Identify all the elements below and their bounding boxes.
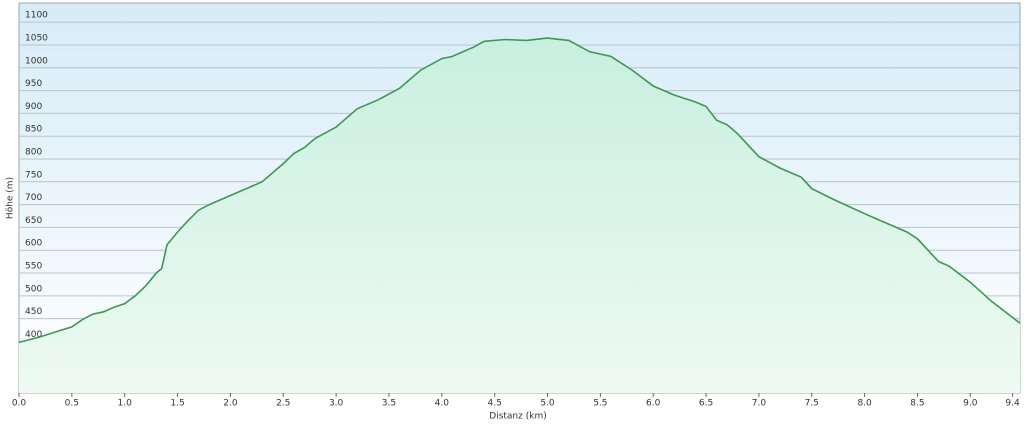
y-tick-label: 750 <box>25 170 42 180</box>
area <box>19 38 1020 393</box>
x-tick-label: 4.0 <box>435 399 450 409</box>
y-tick-label: 600 <box>25 239 42 249</box>
x-tick-label: 3.5 <box>382 399 396 409</box>
x-tick-label: 6.0 <box>646 399 661 409</box>
x-tick-label: 5.0 <box>540 399 555 409</box>
x-tick-label: 2.0 <box>223 399 238 409</box>
x-tick-label: 1.5 <box>170 399 184 409</box>
y-tick-label: 550 <box>25 262 42 272</box>
y-tick-label: 700 <box>25 193 42 203</box>
x-tick-label: 9.4 <box>1005 399 1020 409</box>
x-tick-label: 2.5 <box>276 399 290 409</box>
x-tick-label: 7.0 <box>752 399 767 409</box>
y-tick-label: 650 <box>25 216 42 226</box>
x-tick-label: 4.5 <box>487 399 501 409</box>
x-tick-label: 9.0 <box>963 399 978 409</box>
y-tick-label: 450 <box>25 307 42 317</box>
y-tick-label: 800 <box>25 148 42 158</box>
y-tick-label: 950 <box>25 79 42 89</box>
x-tick-label: 1.0 <box>118 399 133 409</box>
x-tick-label: 7.5 <box>805 399 819 409</box>
y-tick-label: 1100 <box>25 11 48 21</box>
x-axis-label: Distanz (km) <box>489 412 546 422</box>
y-tick-label: 1050 <box>25 33 48 43</box>
x-tick-label: 0.0 <box>12 399 27 409</box>
x-tick-label: 5.5 <box>593 399 607 409</box>
x-tick-label: 8.5 <box>910 399 924 409</box>
y-tick-label: 850 <box>25 125 42 135</box>
x-tick-label: 6.5 <box>699 399 713 409</box>
x-tick-label: 0.5 <box>65 399 79 409</box>
y-axis-label: Höhe (m) <box>6 177 16 219</box>
x-tick-label: 3.0 <box>329 399 344 409</box>
x-tick-label: 8.0 <box>857 399 872 409</box>
y-tick-label: 500 <box>25 284 42 294</box>
y-tick-label: 400 <box>25 330 42 340</box>
profile-line <box>18 37 1021 344</box>
y-tick-label: 900 <box>25 102 42 112</box>
y-tick-label: 1000 <box>25 56 48 66</box>
